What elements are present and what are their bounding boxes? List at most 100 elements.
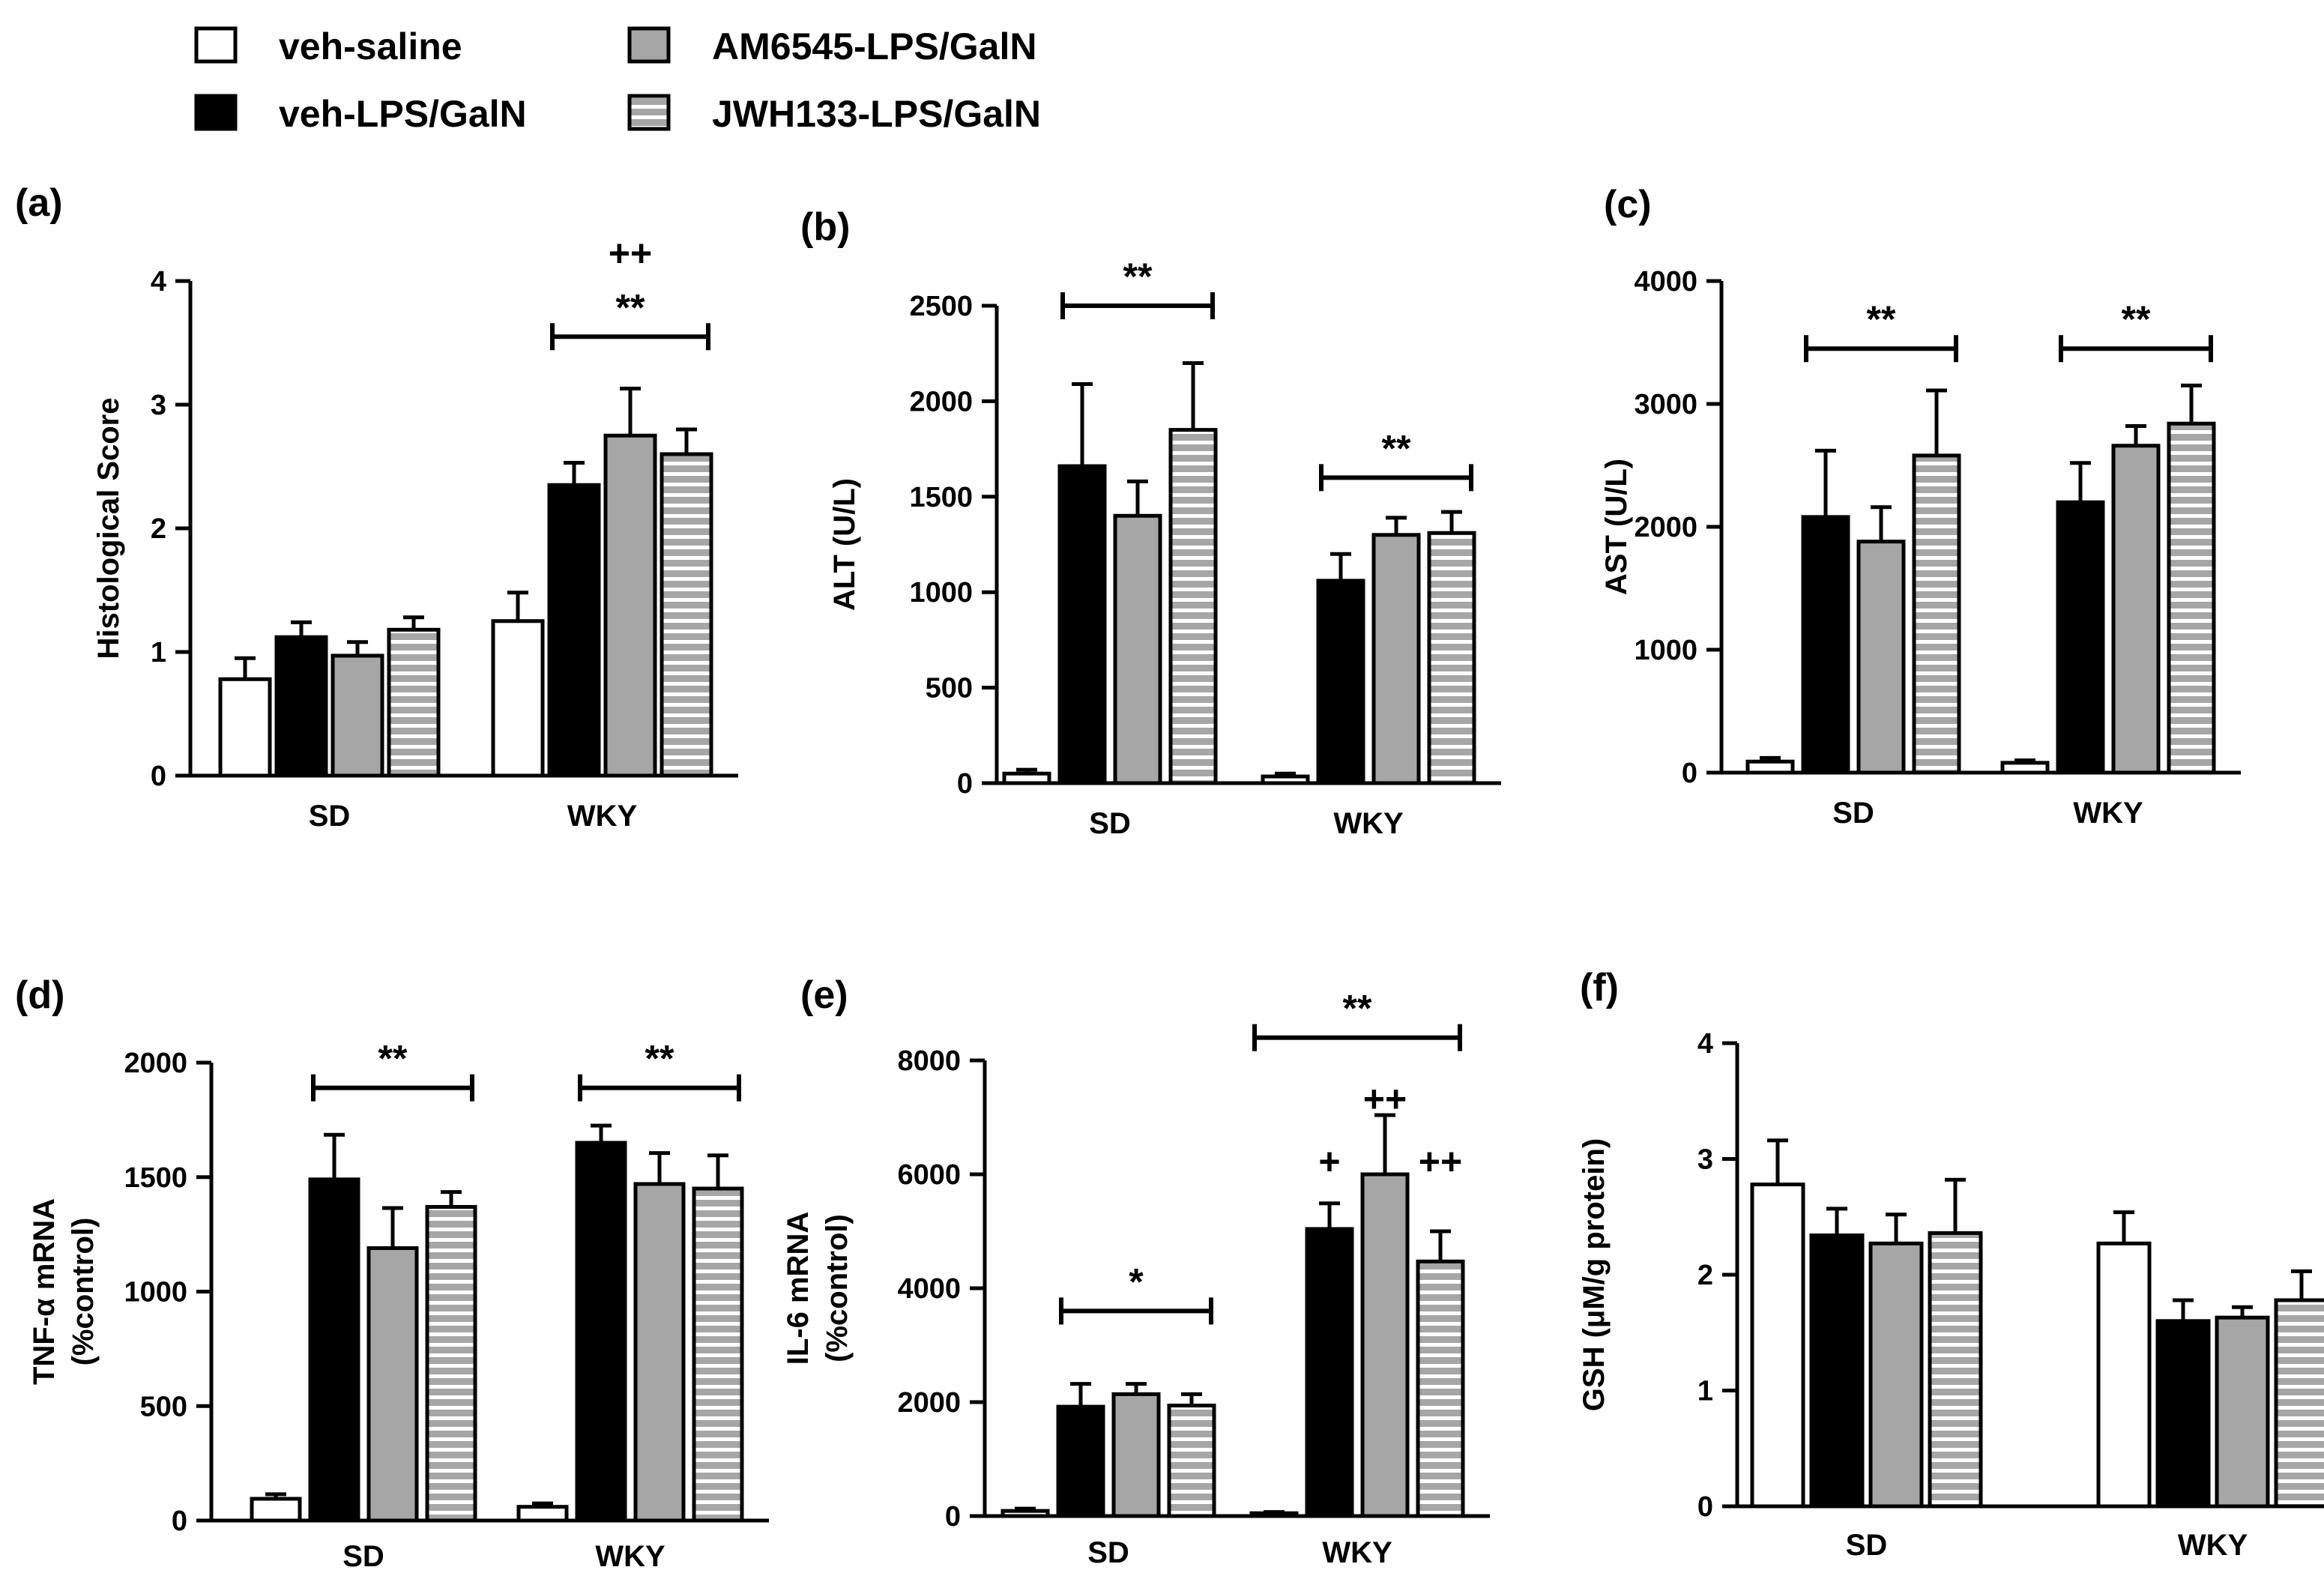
bar-sd-1 — [1002, 771, 1051, 785]
bar-sd-2 — [1057, 464, 1107, 785]
legend-label-4: JWH133-LPS/GalN — [712, 93, 1041, 135]
bar-wky-3 — [1371, 533, 1421, 785]
bar-sd-4 — [425, 1204, 477, 1523]
y-tick-label: 2000 — [909, 386, 973, 417]
bar-wky-3 — [1360, 1172, 1410, 1518]
x-category-label: SD — [1846, 1529, 1888, 1562]
x-category-label: SD — [309, 800, 351, 833]
x-category-label: WKY — [2178, 1529, 2248, 1562]
y-tick-label: 1 — [151, 637, 166, 668]
legend-swatch-4 — [627, 94, 671, 131]
significance-label: * — [1129, 1260, 1144, 1302]
bar-wky-3 — [603, 433, 657, 778]
y-axis-label: Histological Score — [92, 398, 125, 659]
x-category-label: SD — [1089, 807, 1131, 840]
bar-wky-1 — [2000, 761, 2050, 775]
y-axis-label: ALT (U/L) — [828, 478, 861, 611]
y-tick-label: 1500 — [124, 1162, 187, 1194]
y-axis-label: TNF-α mRNA — [28, 1198, 61, 1385]
panel-c: (c) AST (U/L) 0 1000 2000 3000 4000 SD WKY ** ** — [1600, 183, 2241, 830]
panel-d: (d) TNF-α mRNA (%control) 0 500 1000 1500 2000 S… — [15, 973, 769, 1573]
significance-label: ++ — [1363, 1078, 1407, 1120]
y-tick-label: 0 — [172, 1506, 187, 1537]
legend-label-1: veh-saline — [279, 25, 462, 67]
bar-sd-2 — [1809, 1233, 1865, 1509]
y-tick-label: 500 — [140, 1391, 187, 1422]
significance-label: + — [1318, 1141, 1340, 1183]
bar-sd-1 — [1000, 1509, 1050, 1518]
bar-sd-1 — [1745, 759, 1795, 775]
y-tick-label: 1000 — [124, 1277, 187, 1308]
bar-sd-3 — [1868, 1241, 1924, 1509]
y-tick-label: 2 — [151, 513, 166, 545]
significance-label: ** — [1123, 256, 1153, 298]
bar-wky-1 — [516, 1505, 569, 1523]
bar-wky-4 — [692, 1186, 744, 1523]
panel-label: (b) — [800, 205, 850, 249]
y-tick-label: 0 — [151, 761, 166, 792]
legend-swatch-1 — [194, 26, 238, 64]
bar-wky-4 — [2274, 1298, 2324, 1509]
bar-wky-1 — [2096, 1241, 2152, 1509]
significance-label: ** — [645, 1038, 674, 1080]
y-tick-label: 1500 — [909, 482, 973, 513]
bar-sd-3 — [331, 653, 384, 778]
significance-label: ** — [1343, 988, 1372, 1030]
y-axis-label-2: (%control) — [67, 1218, 100, 1366]
bar-sd-3 — [366, 1246, 419, 1523]
x-category-label: SD — [342, 1540, 384, 1573]
y-tick-label: 4 — [1697, 1028, 1713, 1060]
y-tick-label: 2000 — [124, 1048, 187, 1079]
y-tick-label: 0 — [1682, 758, 1697, 789]
y-axis-label: GSH (μM/g protein) — [1578, 1138, 1611, 1411]
x-category-label: SD — [1087, 1536, 1129, 1569]
bar-wky-2 — [1316, 579, 1365, 785]
y-tick-label: 500 — [926, 673, 973, 704]
bar-wky-3 — [2215, 1315, 2270, 1509]
bar-wky-2 — [547, 483, 601, 778]
x-category-label: WKY — [1333, 807, 1404, 840]
significance-label: ** — [2122, 298, 2151, 340]
bar-wky-2 — [2056, 500, 2105, 775]
legend-label-2: veh-LPS/GalN — [279, 93, 527, 135]
panel-label: (c) — [1604, 183, 1652, 226]
y-tick-label: 4000 — [1634, 266, 1697, 298]
x-category-label: WKY — [595, 1540, 665, 1573]
panel-label: (f) — [1580, 966, 1619, 1009]
panel-label: (d) — [15, 973, 64, 1017]
y-tick-label: 4000 — [897, 1273, 961, 1305]
bar-wky-4 — [1427, 531, 1476, 785]
y-tick-label: 1000 — [909, 577, 973, 609]
bar-sd-1 — [250, 1497, 302, 1523]
bar-sd-2 — [1801, 515, 1850, 775]
bar-sd-4 — [1928, 1231, 1983, 1509]
panel-label: (a) — [15, 181, 63, 225]
bar-sd-2 — [274, 635, 328, 778]
significance-label: ** — [616, 286, 645, 328]
y-tick-label: 1000 — [1634, 635, 1697, 666]
panel-b: (b) ALT (U/L) 0 500 1000 1500 2000 2500 SD WKY ** *… — [800, 205, 1501, 840]
y-axis-label: IL-6 mRNA — [782, 1212, 815, 1365]
significance-label: ++ — [609, 232, 652, 274]
bar-sd-3 — [1856, 540, 1906, 775]
y-tick-label: 2 — [1697, 1260, 1713, 1291]
significance-label: ** — [1867, 298, 1896, 340]
bar-sd-2 — [308, 1177, 360, 1523]
y-tick-label: 3 — [1697, 1144, 1713, 1176]
bar-sd-3 — [1113, 513, 1162, 785]
bar-wky-1 — [1261, 774, 1310, 785]
legend-swatch-3 — [627, 26, 671, 64]
bar-wky-2 — [575, 1141, 627, 1523]
y-tick-label: 3 — [151, 390, 166, 421]
y-tick-label: 0 — [945, 1501, 961, 1533]
y-tick-label: 0 — [957, 768, 973, 800]
y-tick-label: 8000 — [897, 1045, 961, 1077]
bar-wky-4 — [2167, 421, 2216, 775]
legend-group: veh-saline veh-LPS/GalN AM6545-LPS/GalN JWH… — [194, 25, 1041, 135]
panel-label: (e) — [800, 973, 848, 1017]
panel-a: (a) Histological Score 0 1 2 3 4 SD WKY ** ++ — [15, 181, 738, 833]
y-tick-label: 2000 — [897, 1387, 961, 1419]
bar-sd-4 — [387, 627, 441, 778]
bar-wky-1 — [1249, 1511, 1299, 1518]
